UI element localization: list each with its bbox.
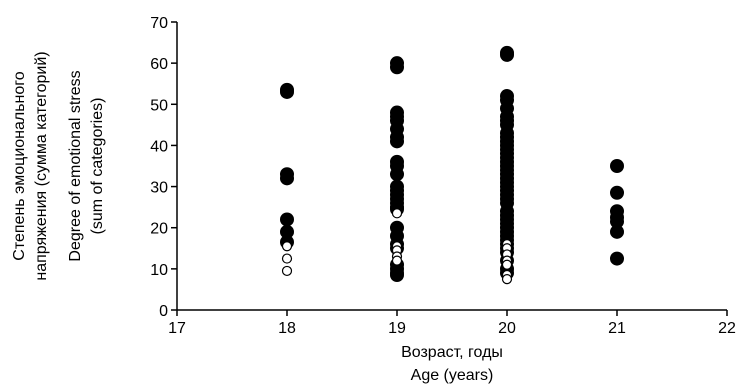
y-axis-ticks: 0 10 20 30 40 50 60 70 [150, 15, 177, 320]
filled-data-point [610, 185, 624, 200]
x-axis-title-line-2: Age (years) [411, 367, 494, 384]
y-axis-title-line-2: напряжения (сумма категорий) [33, 51, 50, 280]
open-data-point [391, 255, 403, 266]
open-data-point [501, 259, 513, 270]
y-tick-label: 40 [150, 138, 168, 155]
y-tick-label: 60 [150, 56, 168, 73]
filled-data-point [390, 60, 404, 75]
open-data-point [281, 241, 293, 252]
x-tick-label: 18 [278, 320, 296, 337]
y-tick-label: 30 [150, 180, 168, 197]
filled-data-point [500, 47, 514, 62]
open-data-point [501, 274, 513, 285]
filled-data-point [610, 251, 624, 266]
open-data-point [281, 265, 293, 277]
y-tick-label: 0 [159, 303, 168, 320]
y-tick-label: 70 [150, 15, 168, 32]
x-tick-label: 21 [608, 320, 626, 337]
open-data-point [391, 208, 403, 219]
filled-data-point [280, 224, 294, 239]
y-axis-title-group: Степень эмоционального напряжения (сумма… [11, 51, 106, 280]
y-axis-title-line-4: (sum of categories) [89, 98, 106, 235]
y-axis-title-line-1: Степень эмоционального [11, 71, 28, 260]
data-points [280, 45, 624, 285]
filled-data-point [610, 224, 624, 239]
y-tick-label: 10 [150, 262, 168, 279]
y-axis-title-line-3: Degree of emotional stress [67, 70, 84, 261]
y-tick-label: 20 [150, 221, 168, 238]
filled-data-point [390, 268, 404, 283]
x-tick-label: 17 [168, 320, 186, 337]
filled-data-point [390, 134, 404, 149]
filled-data-point [280, 212, 294, 227]
filled-data-point [280, 84, 294, 99]
filled-data-point [280, 171, 294, 186]
x-tick-label: 19 [388, 320, 406, 337]
filled-data-point [390, 167, 404, 182]
x-tick-label: 22 [718, 320, 736, 337]
filled-data-point [610, 214, 624, 229]
x-axis-title-line-1: Возраст, годы [401, 344, 503, 361]
x-axis-ticks: 17 18 19 20 21 22 [168, 310, 736, 337]
filled-data-point [610, 159, 624, 173]
open-data-point [281, 253, 293, 264]
y-tick-label: 50 [150, 97, 168, 114]
x-tick-label: 20 [498, 320, 516, 337]
